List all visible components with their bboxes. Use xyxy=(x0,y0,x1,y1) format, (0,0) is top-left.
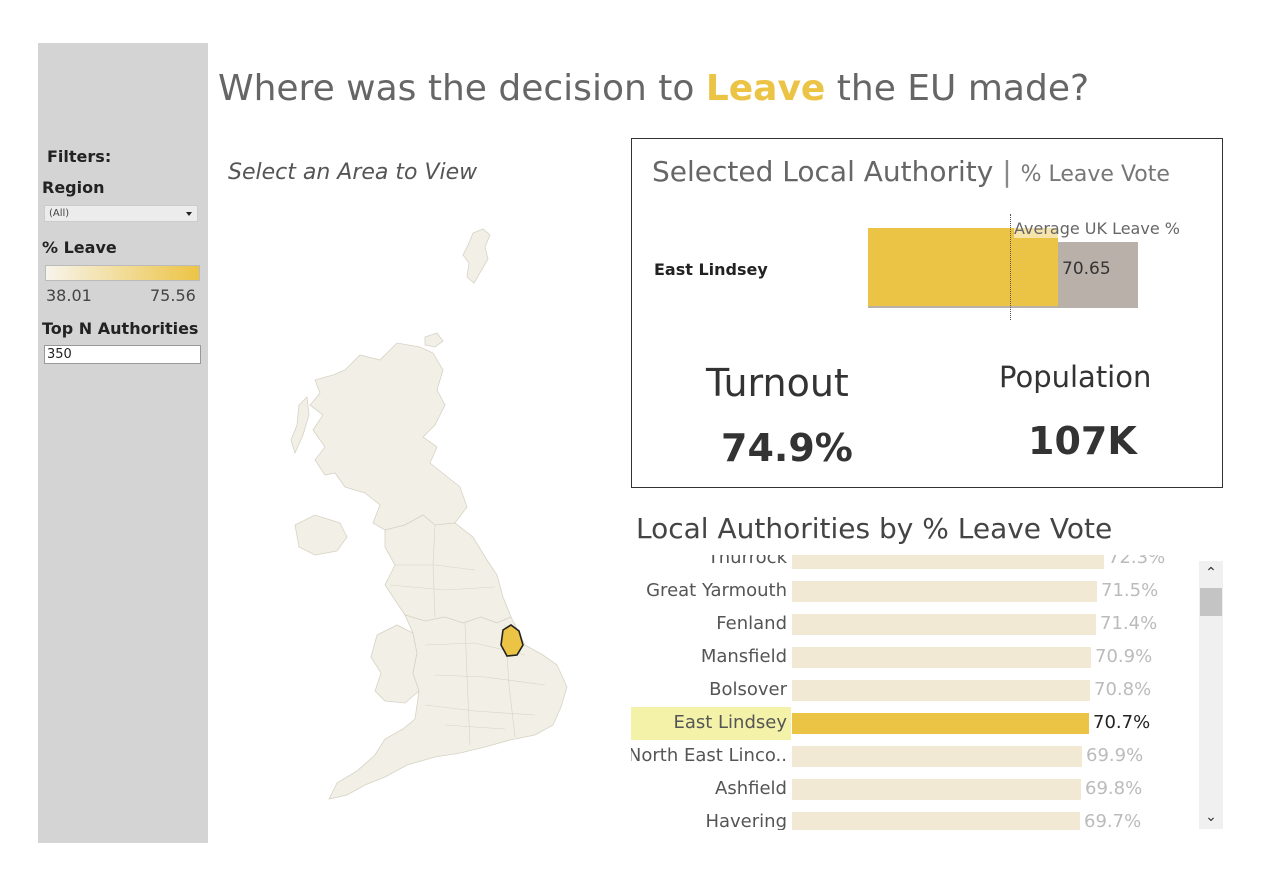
population-label: Population xyxy=(999,360,1152,394)
list-scrollbar[interactable]: ⌃ ⌄ xyxy=(1199,561,1223,829)
top-n-input[interactable]: 350 xyxy=(44,345,201,364)
map-area-scotland[interactable] xyxy=(309,342,468,531)
legend-min-value: 38.01 xyxy=(46,286,92,305)
list-row[interactable]: North East Linco.. 69.9% xyxy=(631,740,1199,773)
title-highlight: Leave xyxy=(705,68,826,109)
list-row-value: 70.9% xyxy=(1095,646,1153,667)
list-row-name: Ashfield xyxy=(715,778,787,799)
ranked-list[interactable]: Thurrock 72.3% Great Yarmouth 71.5% Fenland 7… xyxy=(631,555,1199,830)
list-row-value: 69.8% xyxy=(1085,778,1143,799)
chevron-down-icon xyxy=(186,212,192,216)
list-row-bar[interactable] xyxy=(792,680,1090,701)
map-area-england-south[interactable] xyxy=(328,614,568,800)
list-row-bar[interactable] xyxy=(792,555,1104,569)
chevron-up-icon[interactable]: ⌃ xyxy=(1205,565,1217,581)
uk-map[interactable] xyxy=(285,225,595,815)
scroll-thumb[interactable] xyxy=(1200,588,1222,616)
selected-leave-value: 70.65 xyxy=(1062,259,1111,279)
selected-panel-subtitle: % Leave Vote xyxy=(1020,162,1170,187)
title-prefix: Where was the decision to xyxy=(218,68,706,109)
region-dropdown[interactable]: (All) xyxy=(44,205,198,222)
population-value: 107K xyxy=(1028,419,1137,463)
list-row-bar[interactable] xyxy=(792,746,1082,767)
map-area-shetland[interactable] xyxy=(462,228,491,284)
list-row-value: 69.7% xyxy=(1084,811,1142,830)
list-row[interactable]: Ashfield 69.8% xyxy=(631,773,1199,806)
turnout-value: 74.9% xyxy=(721,426,853,470)
title-suffix: the EU made? xyxy=(825,68,1090,109)
map-area-wales[interactable] xyxy=(370,624,420,704)
list-row-name: Fenland xyxy=(716,613,787,634)
list-row-bar[interactable] xyxy=(792,713,1089,734)
list-row[interactable]: Bolsover 70.8% xyxy=(631,674,1199,707)
selected-row-highlight xyxy=(631,707,791,740)
list-row-value: 70.7% xyxy=(1093,712,1151,733)
turnout-label: Turnout xyxy=(706,361,849,405)
chevron-down-icon[interactable]: ⌄ xyxy=(1205,809,1217,825)
list-row-value: 71.4% xyxy=(1100,613,1158,634)
list-row-bar[interactable] xyxy=(792,779,1081,800)
leave-color-legend xyxy=(45,265,200,281)
selected-panel-heading: Selected Local Authority xyxy=(652,155,994,188)
list-row[interactable]: Havering 69.7% xyxy=(631,806,1199,830)
page-title: Where was the decision to Leave the EU m… xyxy=(218,68,1089,109)
list-row[interactable]: East Lindsey 70.7% xyxy=(631,707,1199,740)
selected-authority-panel: Selected Local Authority | % Leave Vote … xyxy=(631,138,1223,488)
list-row[interactable]: Thurrock 72.3% xyxy=(631,555,1199,575)
map-area-hebrides[interactable] xyxy=(290,396,310,455)
filters-sidebar: Filters: Region (All) % Leave 38.01 75.5… xyxy=(38,43,208,843)
region-dropdown-value: (All) xyxy=(49,208,70,219)
list-row-name: Great Yarmouth xyxy=(646,580,787,601)
list-row-bar[interactable] xyxy=(792,614,1096,635)
map-area-north-england[interactable] xyxy=(384,514,512,624)
selected-authority-name: East Lindsey xyxy=(654,260,768,279)
ranked-list-title: Local Authorities by % Leave Vote xyxy=(636,512,1113,545)
top-n-label: Top N Authorities xyxy=(42,319,199,338)
list-row-name: Thurrock xyxy=(707,555,787,568)
filters-title: Filters: xyxy=(47,147,112,166)
selected-leave-bar[interactable] xyxy=(868,228,1058,306)
region-filter-label: Region xyxy=(42,178,105,197)
leave-legend-label: % Leave xyxy=(42,238,117,257)
list-row[interactable]: Fenland 71.4% xyxy=(631,608,1199,641)
list-row-bar[interactable] xyxy=(792,812,1080,830)
list-row-value: 70.8% xyxy=(1094,679,1152,700)
map-area-east-lindsey[interactable] xyxy=(500,624,524,657)
map-caption: Select an Area to View xyxy=(228,160,478,185)
list-row-name: Havering xyxy=(705,811,787,830)
list-row-name: Bolsover xyxy=(709,679,787,700)
legend-max-value: 75.56 xyxy=(150,286,196,305)
list-row-value: 69.9% xyxy=(1086,745,1144,766)
title-separator: | xyxy=(1002,155,1012,188)
list-row[interactable]: Mansfield 70.9% xyxy=(631,641,1199,674)
list-row-name: Mansfield xyxy=(700,646,787,667)
average-reference-label: Average UK Leave % xyxy=(1014,219,1180,238)
map-area-orkney[interactable] xyxy=(424,332,444,348)
average-reference-line xyxy=(1010,214,1011,320)
list-row-bar[interactable] xyxy=(792,647,1091,668)
selected-panel-title: Selected Local Authority | % Leave Vote xyxy=(652,155,1170,188)
list-row-name: North East Linco.. xyxy=(631,745,787,766)
list-row-value: 72.3% xyxy=(1108,555,1166,568)
list-row-bar[interactable] xyxy=(792,581,1097,602)
list-row[interactable]: Great Yarmouth 71.5% xyxy=(631,575,1199,608)
list-row-name: East Lindsey xyxy=(673,712,787,733)
map-area-northern-ireland[interactable] xyxy=(294,514,348,556)
list-row-value: 71.5% xyxy=(1101,580,1159,601)
